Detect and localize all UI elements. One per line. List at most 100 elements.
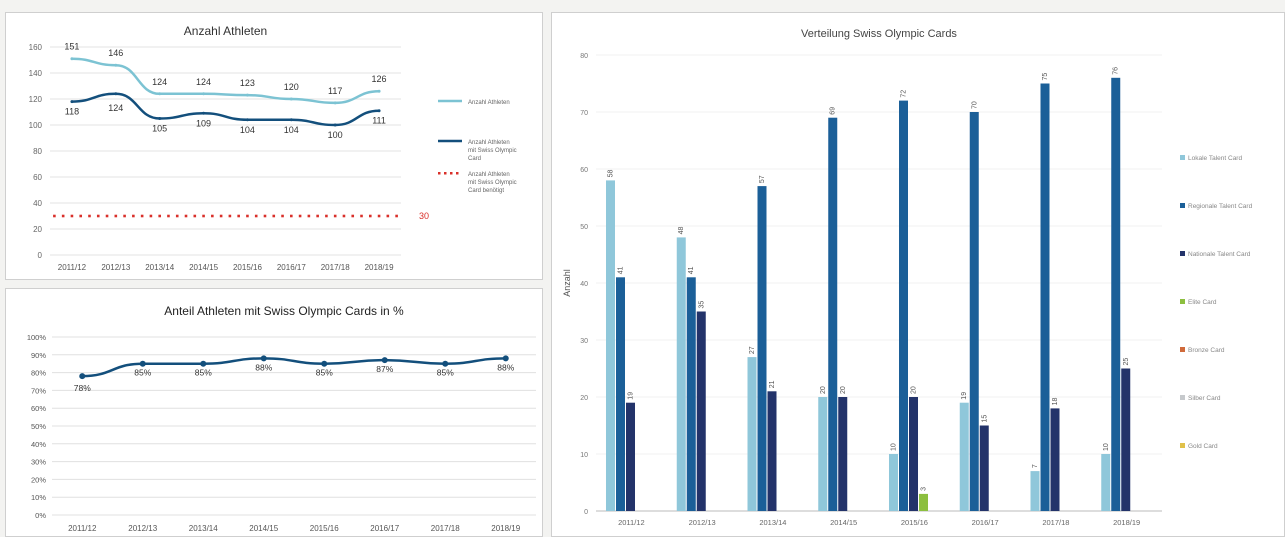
series-3-point xyxy=(105,214,109,218)
y-tick-label: 40% xyxy=(31,440,46,449)
bar-1 xyxy=(1030,471,1040,511)
y-tick-label: 90% xyxy=(31,351,46,360)
series-1-point xyxy=(289,97,293,101)
x-tick-label: 2014/15 xyxy=(189,263,218,272)
bar-2 xyxy=(1040,83,1050,511)
series-2-point xyxy=(202,111,206,115)
series-3-point xyxy=(219,214,223,218)
data-label: 15 xyxy=(981,415,988,423)
bar-2 xyxy=(616,277,625,511)
x-tick-label: 2017/18 xyxy=(431,524,460,533)
bar-1 xyxy=(676,237,686,511)
data-label: 124 xyxy=(152,77,167,87)
bar-3 xyxy=(1121,368,1131,511)
series-3-point xyxy=(281,214,284,218)
data-label: 118 xyxy=(65,107,79,117)
y-tick-label: 80 xyxy=(580,53,588,60)
data-label: 19 xyxy=(628,392,635,400)
data-label: 57 xyxy=(759,175,766,183)
data-label: 72 xyxy=(901,90,908,98)
series-3-point xyxy=(246,214,249,218)
data-label: 69 xyxy=(830,107,837,115)
data-label: 123 xyxy=(240,78,255,88)
y-tick-label: 10 xyxy=(580,452,588,459)
series-1-point xyxy=(333,101,337,105)
data-label: 117 xyxy=(328,86,342,96)
series-3-point xyxy=(123,214,126,218)
series-line xyxy=(82,357,506,378)
legend-swatch xyxy=(438,172,441,175)
bar-1 xyxy=(1101,454,1111,511)
series-3-point xyxy=(263,214,267,218)
x-tick-label: 2017/18 xyxy=(321,263,350,272)
y-tick-label: 0 xyxy=(584,509,588,516)
bar-4 xyxy=(919,493,928,511)
y-tick-label: 100% xyxy=(27,333,47,342)
legend-swatch xyxy=(1180,347,1185,352)
y-tick-label: 100 xyxy=(29,121,43,130)
legend-label: Elite Card xyxy=(1188,299,1217,306)
series-3-point xyxy=(237,214,240,218)
series-2-point xyxy=(333,123,337,127)
bar-3 xyxy=(909,397,918,511)
series-2-point xyxy=(70,100,74,104)
series-3-point xyxy=(53,214,56,218)
bar-3 xyxy=(626,402,635,511)
bar-3 xyxy=(767,391,777,511)
data-label: 41 xyxy=(618,266,625,274)
series-3-point xyxy=(167,214,170,218)
series-3-point xyxy=(96,214,100,218)
legend-label: Gold Card xyxy=(1188,443,1218,450)
chart-athletes-count: Anzahl Athleten 0 20 40 60 80 100 120 140 160 2011… xyxy=(29,24,517,272)
data-label: 70 xyxy=(971,101,978,109)
series-1-point xyxy=(377,89,381,93)
chart-title: Anzahl Athleten xyxy=(184,24,267,38)
y-tick-label: 20 xyxy=(33,225,42,234)
x-tick-label: 2016/17 xyxy=(277,263,306,272)
y-tick-label: 70% xyxy=(31,386,46,395)
series-3-point xyxy=(140,214,144,218)
legend-swatch xyxy=(1180,155,1185,160)
series-3-point xyxy=(193,214,197,218)
series-1-line xyxy=(71,57,380,105)
bar-2 xyxy=(899,100,908,511)
y-tick-label: 20 xyxy=(580,395,588,402)
series-3-point xyxy=(333,214,337,218)
series-1-point xyxy=(202,92,206,96)
bar-1 xyxy=(747,357,757,511)
data-label: 7 xyxy=(1032,464,1039,468)
x-tick-label: 2015/16 xyxy=(901,518,928,527)
bar-3 xyxy=(696,311,706,511)
y-tick-label: 0% xyxy=(35,511,46,520)
bar-3 xyxy=(1050,408,1060,511)
data-label: 85% xyxy=(134,368,151,378)
data-label: 111 xyxy=(372,116,386,126)
y-tick-label: 70 xyxy=(580,110,588,117)
y-axis-label: Anzahl xyxy=(562,269,572,297)
data-label: 20 xyxy=(820,386,827,394)
series-3-point xyxy=(184,214,188,218)
chart-title: Verteilung Swiss Olympic Cards xyxy=(801,28,957,40)
series-1-point xyxy=(70,57,74,61)
series-2-point xyxy=(289,118,293,122)
data-label: 3 xyxy=(921,487,928,491)
chart-title: Anteil Athleten mit Swiss Olympic Cards … xyxy=(164,304,404,318)
data-label: 27 xyxy=(749,346,756,354)
y-tick-label: 30 xyxy=(580,338,588,345)
data-label: 88% xyxy=(255,362,272,372)
data-label: 126 xyxy=(372,74,387,84)
data-label: 124 xyxy=(196,77,211,87)
series-3-point xyxy=(395,214,398,218)
data-label: 19 xyxy=(961,392,968,400)
series-point xyxy=(79,373,86,380)
y-tick-label: 30% xyxy=(31,458,46,467)
data-label: 35 xyxy=(698,301,705,309)
data-label: 75 xyxy=(1042,73,1049,81)
x-tick-label: 2016/17 xyxy=(370,524,399,533)
series-2-point xyxy=(114,92,118,96)
series-3-point xyxy=(351,214,355,218)
chart-card-share: Anteil Athleten mit Swiss Olympic Cards … xyxy=(27,304,536,533)
series-3-point xyxy=(342,214,346,218)
series-3-point xyxy=(316,214,319,218)
y-tick-label: 0 xyxy=(38,251,43,260)
